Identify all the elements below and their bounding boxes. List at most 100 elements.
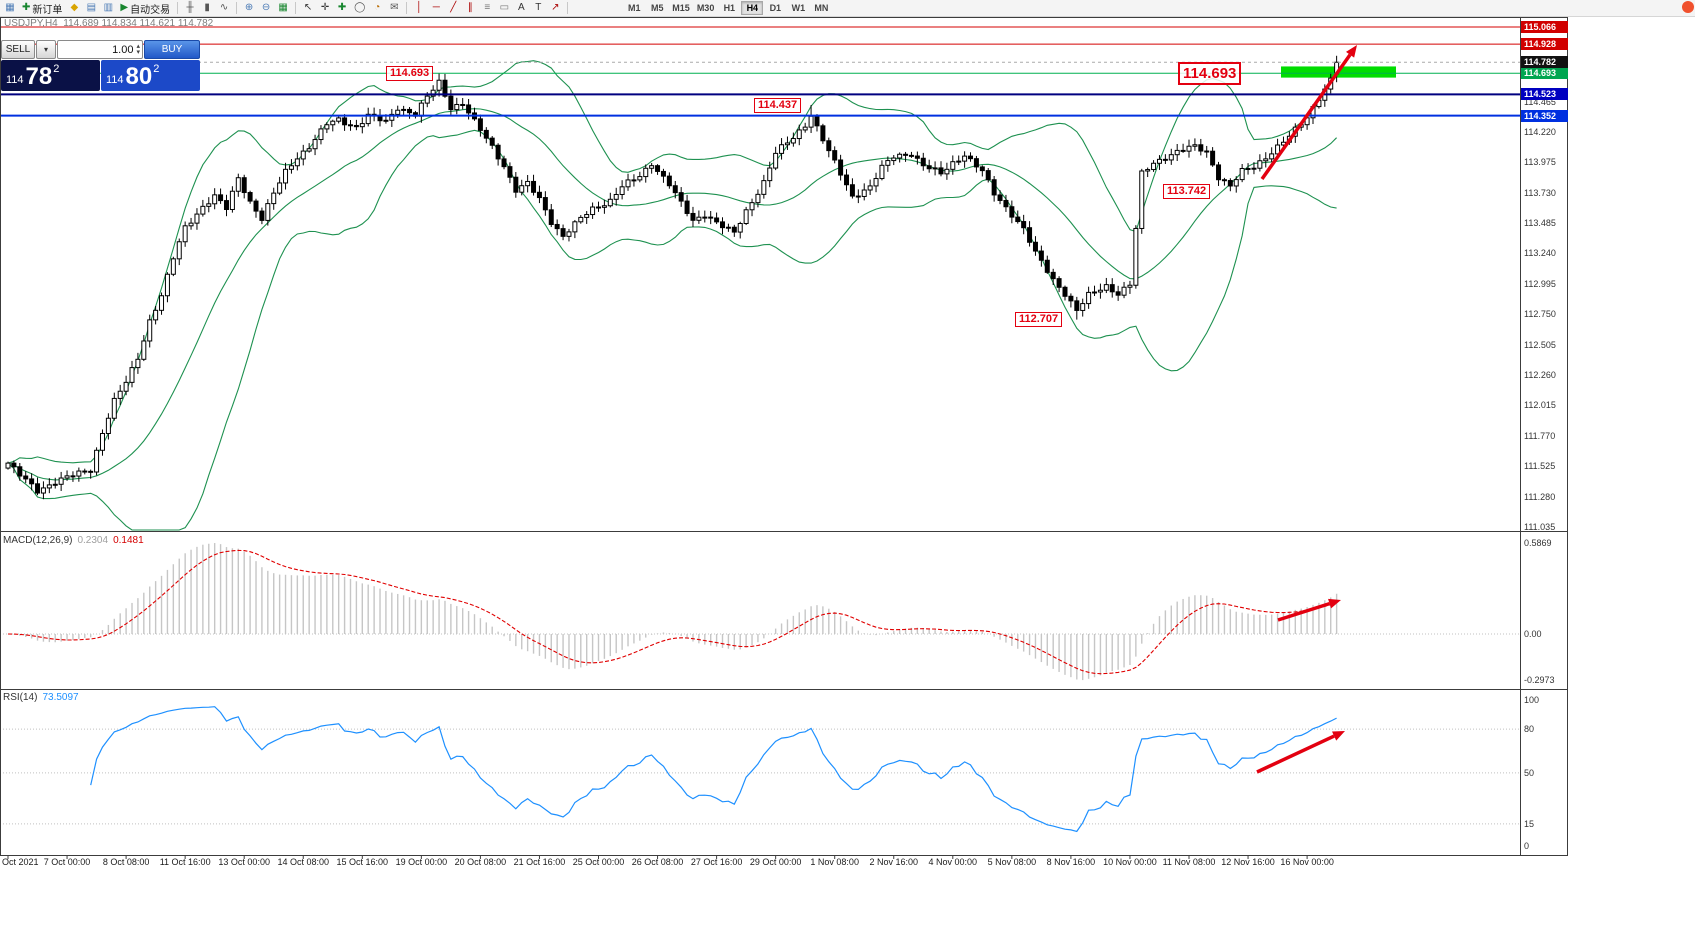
ellipse-tool-button[interactable]: ◯ (351, 1, 368, 15)
channel-tool-icon: ∥ (467, 2, 473, 13)
bar-chart-mode-button[interactable]: ╫ (182, 1, 198, 15)
time-axis-label: 11 Oct 16:00 (159, 857, 211, 867)
timeframe-m5-button[interactable]: M5 (646, 1, 668, 15)
period-clock-icon: ◔ (374, 2, 381, 13)
zoom-in-button[interactable]: ⊕ (241, 1, 257, 15)
cursor-button[interactable]: ↖ (300, 1, 316, 15)
timeframe-d1-button[interactable]: D1 (764, 1, 786, 15)
trendline-tool-button[interactable]: ╱ (445, 1, 461, 15)
buy-price-display[interactable]: 114 80 2 (101, 60, 200, 91)
bid-prefix: 114 (6, 74, 24, 86)
macd-scale-label: -0.2973 (1524, 675, 1555, 686)
tile-windows-button[interactable]: ▦ (275, 1, 291, 15)
toolbar-separator (236, 2, 238, 14)
macd-indicator (0, 543, 1520, 681)
timeframe-h1-button[interactable]: H1 (718, 1, 740, 15)
timeframe-h4-button[interactable]: H4 (741, 1, 764, 15)
mail-button[interactable]: ✉ (386, 1, 402, 15)
price-scale-label: 113.240 (1524, 248, 1556, 259)
favorites-button[interactable]: ◆ (66, 1, 82, 15)
time-axis-label: 16 Nov 00:00 (1280, 857, 1334, 867)
macd-scale-label: 0.00 (1524, 629, 1542, 639)
timeframe-m15-button[interactable]: M15 (669, 1, 693, 15)
sell-button[interactable]: SELL (1, 40, 35, 59)
arrows-tool-button[interactable]: ↗ (547, 1, 563, 15)
spin-up-icon[interactable]: ▴ (136, 42, 140, 50)
ask-point: 2 (153, 63, 160, 75)
buy-button[interactable]: BUY (144, 40, 200, 59)
volume-input[interactable]: 1.00 ▴ ▾ (57, 40, 143, 59)
price-tag: 114.352 (1521, 109, 1568, 122)
label-tool-button[interactable]: T (530, 1, 546, 15)
horizontal-line-tool-icon: ─ (432, 2, 440, 13)
volume-stepper[interactable]: ▴ ▾ (136, 42, 140, 56)
time-axis-label: 4 Nov 00:00 (928, 857, 978, 867)
macd-signal-value: 0.1481 (113, 535, 144, 546)
channel-tool-button[interactable]: ∥ (462, 1, 478, 15)
new-chart-button[interactable]: ▦ (2, 1, 18, 15)
spin-down-icon[interactable]: ▾ (136, 48, 140, 56)
price-scale[interactable]: 114.465 114.220 113.975 113.730 113.485 113.2… (1521, 0, 1568, 945)
fibonacci-tool-button[interactable]: ≡ (479, 1, 495, 15)
bid-pips: 78 (25, 63, 53, 90)
ask-pips: 80 (125, 63, 153, 90)
order-dropdown-button[interactable]: ▾ (36, 40, 56, 59)
new-order-label: 新订单 (32, 4, 63, 16)
new-order-icon: ✚ (22, 2, 31, 13)
rsi-indicator (0, 706, 1520, 833)
rsi-scale-label: 100 (1524, 695, 1540, 705)
rsi-current-value: 73.5097 (42, 692, 79, 703)
chart-text-label: 112.707 (1015, 312, 1063, 328)
favorites-icon: ◆ (70, 2, 79, 13)
line-chart-mode-button[interactable]: ∿ (216, 1, 232, 15)
toolbar-separator (295, 2, 297, 14)
autotrading-button[interactable]: ▶ 自动交易 (117, 1, 173, 16)
time-axis-label: 10 Nov 00:00 (1103, 857, 1157, 867)
text-tool-icon: A (517, 2, 525, 13)
record-indicator (1682, 1, 1694, 13)
time-axis-label: 27 Oct 16:00 (690, 857, 743, 867)
time-axis-label: 14 Oct 08:00 (277, 857, 330, 867)
chart-text-label: 113.742 (1163, 183, 1211, 199)
horizontal-line-tool-button[interactable]: ─ (428, 1, 444, 15)
toolbar-separator (406, 2, 408, 14)
vertical-line-tool-button[interactable]: │ (411, 1, 427, 15)
chart-text-label: 114.437 (754, 97, 802, 113)
mail-icon: ✉ (390, 2, 399, 13)
sell-price-display[interactable]: 114 78 2 (1, 60, 100, 91)
new-order-button[interactable]: ✚ 新订单 (19, 1, 65, 16)
time-axis-label: Oct 2021 (2, 857, 39, 867)
rsi-name: RSI(14) (3, 692, 38, 703)
zoom-out-button[interactable]: ⊖ (258, 1, 274, 15)
time-axis-label: 19 Oct 00:00 (395, 857, 448, 867)
shapes-tool-button[interactable]: ▭ (496, 1, 512, 15)
autotrading-label: 自动交易 (130, 4, 171, 16)
rsi-label: RSI(14) 73.5097 (3, 692, 79, 703)
time-axis-label: 2 Nov 16:00 (869, 857, 919, 867)
price-scale-label: 114.465 (1524, 96, 1556, 107)
data-window-button[interactable]: ▥ (100, 1, 116, 15)
period-clock-button[interactable]: ◔ (369, 1, 385, 15)
timeframe-m1-button[interactable]: M1 (623, 1, 645, 15)
time-axis-label: 8 Oct 08:00 (102, 857, 150, 867)
timeframe-mn-button[interactable]: MN (810, 1, 832, 15)
price-scale-label: 113.730 (1524, 187, 1556, 198)
price-scale-label: 114.220 (1524, 126, 1556, 137)
market-watch-button[interactable]: ▤ (83, 1, 99, 15)
add-object-button[interactable]: ✚ (334, 1, 350, 15)
timeframe-m30-button[interactable]: M30 (694, 1, 718, 15)
zoom-out-icon: ⊖ (261, 2, 271, 13)
tile-windows-icon: ▦ (278, 2, 288, 13)
chart-text-label: 114.693 (1178, 62, 1242, 86)
text-tool-button[interactable]: A (513, 1, 529, 15)
candle-chart-mode-button[interactable]: ▮ (199, 1, 215, 15)
timeframe-w1-button[interactable]: W1 (787, 1, 809, 15)
crosshair-button[interactable]: ✛ (317, 1, 333, 15)
toolbar-separator (177, 2, 179, 14)
macd-main-value: 0.2304 (77, 535, 109, 546)
crosshair-icon: ✛ (320, 2, 330, 13)
rsi-scale-label: 15 (1524, 818, 1535, 829)
time-axis-label: 13 Oct 00:00 (218, 857, 270, 867)
time-axis-label: 15 Oct 16:00 (336, 857, 389, 867)
